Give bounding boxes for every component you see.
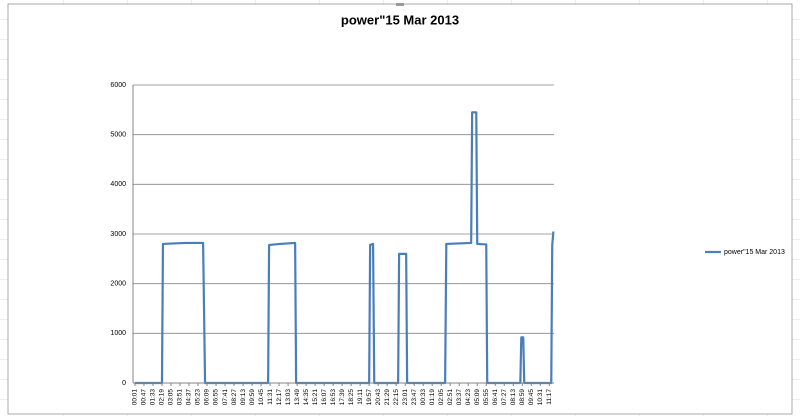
y-tick-label: 3000 bbox=[110, 231, 126, 238]
x-tick-label: 06:09 bbox=[204, 389, 211, 406]
y-tick-label: 4000 bbox=[110, 181, 126, 188]
y-tick-label: 2000 bbox=[110, 281, 126, 288]
x-tick-label: 12:17 bbox=[276, 389, 283, 406]
x-tick-label: 06:55 bbox=[213, 389, 220, 406]
x-tick-label: 14:35 bbox=[303, 389, 310, 406]
x-tick-label: 03:37 bbox=[456, 389, 463, 406]
x-tick-label: 05:23 bbox=[195, 389, 202, 406]
y-tick-label: 5000 bbox=[110, 132, 126, 139]
x-tick-label: 08:59 bbox=[519, 389, 526, 406]
x-tick-label: 05:55 bbox=[483, 389, 490, 406]
x-tick-label: 10:31 bbox=[537, 389, 544, 406]
x-tick-label: 22:15 bbox=[393, 389, 400, 406]
x-tick-label: 06:41 bbox=[492, 389, 499, 406]
x-tick-label: 05:09 bbox=[474, 389, 481, 406]
x-tick-label: 00:01 bbox=[132, 389, 139, 406]
x-tick-label: 10:45 bbox=[258, 389, 265, 406]
x-tick-label: 11:17 bbox=[546, 389, 553, 405]
x-tick-label: 16:07 bbox=[321, 389, 328, 406]
legend-label: power"15 Mar 2013 bbox=[724, 249, 785, 256]
x-tick-label: 01:19 bbox=[429, 389, 436, 406]
series-line bbox=[134, 111, 555, 385]
x-tick-label: 08:13 bbox=[510, 389, 517, 406]
x-tick-label: 03:05 bbox=[168, 389, 175, 406]
x-tick-label: 02:05 bbox=[438, 389, 445, 406]
x-tick-label: 23:01 bbox=[402, 389, 409, 406]
x-tick-label: 15:21 bbox=[312, 389, 319, 406]
x-tick-label: 00:47 bbox=[141, 389, 148, 406]
x-tick-label: 09:13 bbox=[240, 389, 247, 406]
x-tick-label: 01:33 bbox=[150, 389, 157, 406]
x-tick-label: 13:49 bbox=[294, 389, 301, 406]
y-tick-label: 6000 bbox=[110, 82, 126, 89]
x-tick-label: 19:57 bbox=[366, 389, 373, 406]
x-tick-label: 17:39 bbox=[339, 389, 346, 406]
x-tick-label: 03:51 bbox=[177, 389, 184, 406]
x-tick-label: 20:43 bbox=[375, 389, 382, 406]
x-tick-label: 13:03 bbox=[285, 389, 292, 406]
x-tick-label: 04:23 bbox=[465, 389, 472, 406]
x-tick-label: 09:59 bbox=[249, 389, 256, 406]
x-tick-label: 23:47 bbox=[411, 389, 418, 406]
x-tick-label: 16:53 bbox=[330, 389, 337, 406]
x-tick-label: 08:27 bbox=[231, 389, 238, 406]
x-tick-label: 18:25 bbox=[348, 389, 355, 406]
chart-title: power"15 Mar 2013 bbox=[341, 12, 459, 27]
x-tick-label: 11:31 bbox=[267, 389, 274, 405]
x-tick-label: 02:19 bbox=[159, 389, 166, 406]
x-tick-label: 07:41 bbox=[222, 389, 229, 406]
x-tick-label: 02:51 bbox=[447, 389, 454, 406]
x-tick-label: 04:37 bbox=[186, 389, 193, 406]
resize-handle bbox=[396, 3, 404, 6]
x-tick-label: 07:27 bbox=[501, 389, 508, 406]
y-tick-label: 1000 bbox=[110, 330, 126, 337]
x-tick-label: 00:33 bbox=[420, 389, 427, 406]
chart-area[interactable] bbox=[7, 3, 793, 415]
x-tick-label: 09:45 bbox=[528, 389, 535, 406]
x-tick-label: 19:11 bbox=[357, 389, 364, 405]
x-tick-label: 21:29 bbox=[384, 389, 391, 406]
y-tick-label: 0 bbox=[122, 380, 126, 387]
